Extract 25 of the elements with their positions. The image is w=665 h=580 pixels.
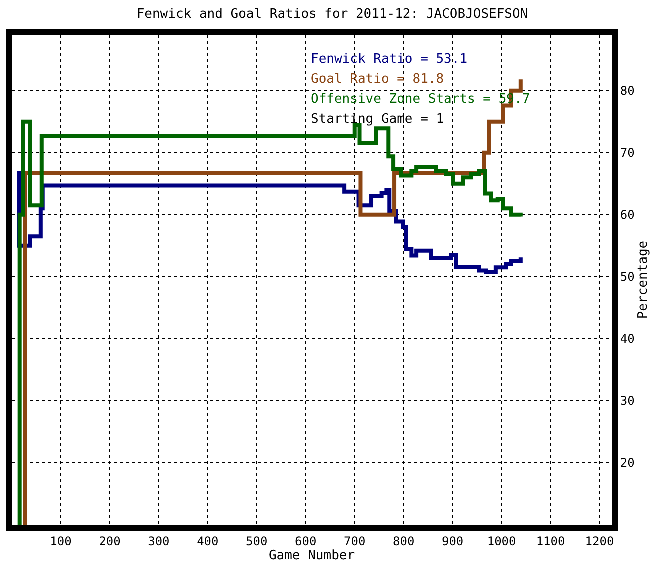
text: Goal Ratio = 81.8 [311, 72, 444, 87]
x-tick-label: 1000 [487, 534, 516, 548]
y-tick-label: 50 [620, 270, 635, 284]
chart-title: Fenwick and Goal Ratios for 2011-12: JACOBJOSEFSON [136, 6, 528, 22]
y-tick-label: 40 [620, 332, 635, 346]
x-axis-title: Game Number [268, 548, 356, 564]
x-tick-label: 300 [148, 534, 170, 548]
y-tick-label: 20 [620, 456, 635, 470]
annotation: Starting Game = 1 [311, 112, 444, 127]
x-tick-label: 400 [197, 534, 219, 548]
x-tick-label: 800 [392, 534, 415, 548]
x-tick-label: 900 [442, 534, 464, 548]
y-axis-title: Percentage [636, 240, 651, 320]
x-tick-label: 700 [344, 534, 366, 548]
y-tick-label: 30 [620, 394, 635, 408]
y-tick-label: 60 [620, 208, 635, 222]
x-tick-label: 200 [99, 534, 121, 548]
y-tick-label: 80 [620, 84, 635, 98]
x-tick-label: 1200 [585, 534, 614, 548]
text: Fenwick Ratio = 53.1 [311, 52, 468, 67]
x-tick-label: 600 [295, 534, 317, 548]
x-tick-label: 500 [246, 534, 268, 548]
x-tick-label: 1100 [536, 534, 566, 548]
x-tick-label: 100 [50, 534, 72, 548]
y-tick-label: 70 [620, 146, 635, 160]
